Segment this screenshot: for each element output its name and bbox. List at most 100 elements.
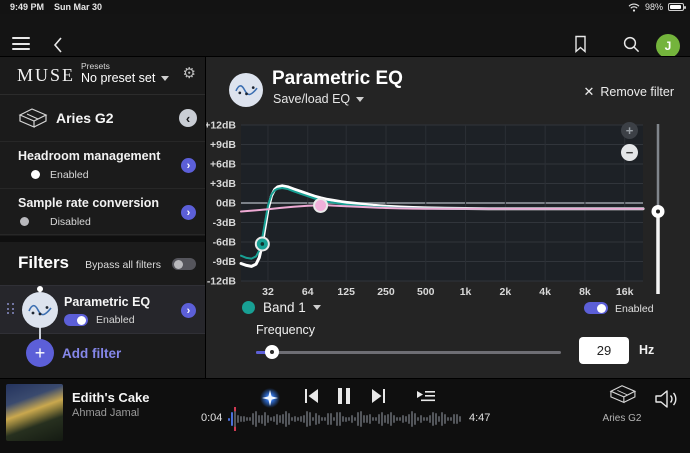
- waveform-bar: [453, 414, 455, 424]
- avatar[interactable]: J: [656, 34, 680, 58]
- y-axis-tick: 0dB: [216, 198, 236, 210]
- x-axis-tick: 250: [377, 286, 395, 298]
- headroom-section[interactable]: Headroom management Enabled ›: [0, 141, 205, 188]
- zoom-in-button[interactable]: +: [621, 122, 638, 139]
- nav-bar: J: [0, 14, 690, 58]
- waveform-bar: [366, 414, 368, 424]
- filter-item-state: Enabled: [96, 314, 135, 326]
- frequency-label: Frequency: [256, 323, 316, 337]
- x-axis-tick: 64: [302, 286, 314, 298]
- waveform-bar: [327, 413, 329, 425]
- waveform-bar: [336, 411, 338, 427]
- collapse-chevron-icon[interactable]: ‹: [179, 109, 197, 127]
- waveform-bar: [354, 417, 356, 422]
- preset-selector[interactable]: No preset set: [81, 71, 170, 85]
- volume-icon[interactable]: [653, 387, 680, 411]
- previous-track-icon[interactable]: [302, 387, 320, 405]
- bypass-all-filters-toggle[interactable]: [172, 258, 196, 270]
- samplerate-section[interactable]: Sample rate conversion Disabled ›: [0, 188, 205, 235]
- waveform-bar: [300, 416, 302, 422]
- waveform-bar: [414, 413, 416, 425]
- waveform-bar: [246, 417, 248, 421]
- hamburger-menu-icon[interactable]: [12, 37, 30, 50]
- y-axis-tick: +6dB: [210, 159, 236, 171]
- waveform-bar: [291, 417, 293, 421]
- waveform-bar: [333, 416, 335, 422]
- zone-picker[interactable]: Aries G2: [600, 383, 644, 424]
- waveform-bar: [240, 415, 242, 423]
- waveform-bar: [423, 416, 425, 422]
- save-load-eq-dropdown[interactable]: Save/load EQ: [273, 92, 365, 106]
- frequency-slider[interactable]: [256, 345, 561, 359]
- device-row[interactable]: Aries G2 ‹: [0, 96, 205, 141]
- next-track-icon[interactable]: [370, 387, 388, 405]
- close-icon: ✕: [583, 84, 595, 99]
- album-art[interactable]: [6, 384, 63, 441]
- waveform-bar: [321, 417, 323, 421]
- muse-header: MUSE Presets No preset set ⚙: [0, 57, 205, 95]
- waveform-bar: [402, 414, 404, 424]
- slider-handle[interactable]: [265, 345, 280, 359]
- parametric-eq-icon: [229, 73, 263, 107]
- queue-icon[interactable]: [416, 390, 436, 404]
- parametric-eq-toggle[interactable]: [64, 314, 88, 326]
- waveform-bar: [369, 414, 371, 424]
- waveform-bar: [441, 412, 443, 426]
- frequency-input[interactable]: 29: [579, 337, 629, 364]
- y-axis-tick: -12dB: [207, 276, 237, 288]
- waveform-bar: [444, 413, 446, 425]
- x-axis-tick: 2k: [500, 286, 512, 298]
- band-enabled-label: Enabled: [615, 303, 654, 315]
- presets-label: Presets: [81, 61, 110, 71]
- bookmark-icon[interactable]: [573, 35, 588, 54]
- back-chevron-icon[interactable]: [52, 36, 64, 54]
- waveform-bar: [261, 414, 263, 424]
- y-axis-tick: +12dB: [206, 120, 236, 132]
- waveform-bar: [237, 414, 239, 424]
- waveform-bar: [459, 416, 461, 422]
- add-filter-button[interactable]: + Add filter: [0, 334, 205, 379]
- drag-handle-icon[interactable]: [7, 303, 15, 317]
- remove-filter-button[interactable]: ✕ Remove filter: [583, 84, 674, 99]
- waveform-bar: [363, 415, 365, 423]
- gain-slider-handle-dot: [656, 209, 660, 214]
- sparkle-dsp-icon[interactable]: [259, 387, 281, 409]
- waveform-bar: [399, 416, 401, 422]
- band-selector[interactable]: Band 1: [263, 300, 321, 315]
- chevron-right-icon[interactable]: ›: [181, 158, 196, 173]
- waveform-bar: [411, 410, 413, 428]
- seek-waveform[interactable]: [228, 407, 462, 431]
- bypass-label: Bypass all filters: [85, 259, 161, 271]
- band-handle-band-2[interactable]: [313, 197, 329, 213]
- total-duration: 4:47: [469, 412, 491, 424]
- waveform-bar: [426, 416, 428, 422]
- chevron-right-icon[interactable]: ›: [181, 205, 196, 220]
- chevron-right-icon[interactable]: ›: [181, 303, 196, 318]
- waveform-bar: [234, 410, 236, 428]
- waveform-bar: [375, 417, 377, 421]
- x-axis-tick: 4k: [539, 286, 551, 298]
- main-panel: Parametric EQ Save/load EQ ✕ Remove filt…: [205, 56, 690, 378]
- waveform-bar: [405, 415, 407, 423]
- band-handle-center-dot: [260, 242, 265, 246]
- band-enabled-toggle[interactable]: [584, 302, 608, 314]
- pause-button-icon[interactable]: [337, 387, 351, 405]
- sidebar-item-parametric-eq[interactable]: Parametric EQ Enabled ›: [0, 285, 205, 334]
- waveform-bar: [339, 411, 341, 427]
- waveform-bar: [357, 412, 359, 426]
- waveform-bar: [249, 417, 251, 421]
- gear-icon[interactable]: ⚙: [182, 65, 196, 82]
- status-time: 9:49 PM: [10, 2, 45, 12]
- section-state: Disabled: [50, 216, 91, 228]
- muse-logo: MUSE: [17, 65, 76, 85]
- y-axis-tick: +3dB: [210, 178, 236, 190]
- waveform-bar: [282, 414, 284, 424]
- search-icon[interactable]: [622, 35, 641, 54]
- zoom-out-button[interactable]: −: [621, 144, 638, 161]
- eq-curve-band-2: [240, 204, 644, 213]
- waveform-bar: [303, 415, 305, 424]
- frequency-unit-label: Hz: [639, 343, 655, 357]
- waveform-bar: [270, 417, 272, 421]
- eq-chart[interactable]: +12dB +9dB +6dB +3dB 0dB -3dB -6dB -9dB -12dB 32 6…: [206, 116, 690, 299]
- waveform-bar: [276, 413, 278, 425]
